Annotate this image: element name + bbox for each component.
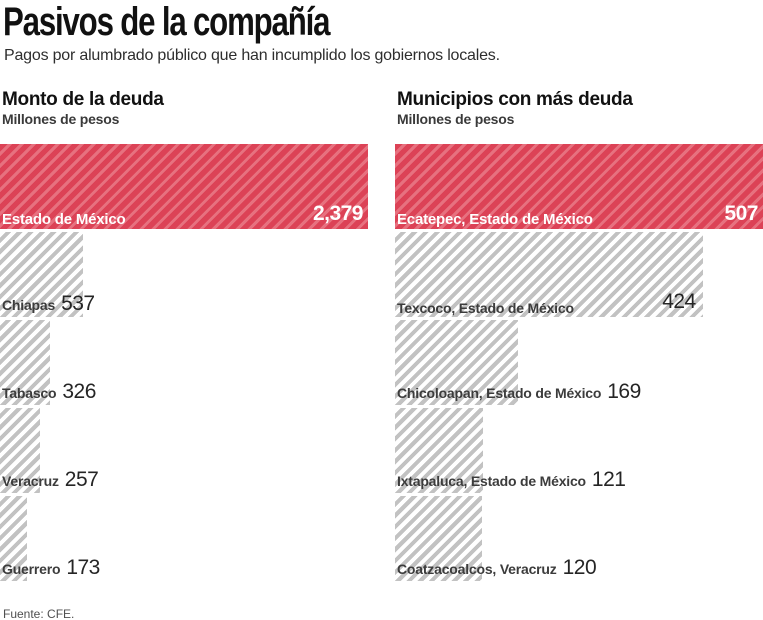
bar-value: 257: [64, 468, 99, 491]
bar-label: Chiapas 537: [2, 292, 95, 316]
bar-row: 424 Texcoco, Estado de México: [395, 232, 763, 320]
chart-monto-de-la-deuda: Monto de la deuda Millones de pesos 2,37…: [0, 89, 368, 584]
bar-label: Ecatepec, Estado de México: [397, 211, 593, 228]
bar-value: 120: [562, 556, 597, 579]
bar-label: Estado de México: [2, 211, 126, 228]
bar: [395, 320, 518, 405]
bar-row: Chicoloapan, Estado de México 169: [395, 320, 763, 408]
bar-rows: 2,379 Estado de México Chiapas 537 Tabasco 32…: [0, 144, 368, 584]
bar: [0, 320, 51, 405]
bar-label: Chicoloapan, Estado de México 169: [397, 380, 641, 404]
bar-value: 326: [62, 380, 96, 403]
charts-container: Monto de la deuda Millones de pesos 2,37…: [0, 89, 763, 584]
bar: [0, 232, 84, 317]
bar: 424: [395, 232, 703, 317]
bar-row: 2,379 Estado de México: [0, 144, 368, 232]
bar-row: Ixtapaluca, Estado de México 121: [395, 408, 763, 496]
bar-value: 2,379: [312, 202, 364, 225]
bar-row: Tabasco 326: [0, 320, 368, 408]
bar: [0, 408, 40, 493]
bar-rows: 507 Ecatepec, Estado de México 424 Texcoco,…: [395, 144, 763, 584]
bar-category-label: Ixtapaluca, Estado de México: [397, 473, 586, 489]
bar-label: Veracruz 257: [2, 468, 99, 492]
chart-units-label: Millones de pesos: [397, 111, 515, 127]
page-title: Pasivos de la compañía: [3, 0, 330, 44]
chart-title: Municipios con más deuda: [397, 89, 633, 110]
chart-units-label: Millones de pesos: [2, 111, 120, 127]
page-subtitle: Pagos por alumbrado público que han incu…: [4, 47, 500, 64]
bar-category-label: Texcoco, Estado de México: [397, 300, 574, 316]
bar-category-label: Tabasco: [2, 385, 57, 401]
bar-value: 173: [66, 556, 100, 579]
bar-label: Texcoco, Estado de México: [397, 300, 574, 316]
bar-row: Coatzacoalcos, Veracruz 120: [395, 496, 763, 584]
bar: 2,379: [0, 144, 368, 229]
bar-value: 169: [607, 380, 641, 403]
bar-category-label: Chiapas: [2, 297, 56, 313]
bar-value: 537: [61, 292, 95, 315]
bar: [395, 496, 483, 581]
bar-category-label: Chicoloapan, Estado de México: [397, 385, 602, 401]
bar-label: Ixtapaluca, Estado de México 121: [397, 468, 626, 492]
bar-category-label: Coatzacoalcos, Veracruz: [397, 561, 557, 577]
bar: 507: [395, 144, 763, 229]
bar-category-label: Ecatepec, Estado de México: [397, 211, 593, 228]
bar-label: Guerrero 173: [2, 556, 100, 580]
bar-label: Tabasco 326: [2, 380, 96, 404]
bar-category-label: Guerrero: [2, 561, 61, 577]
bar-value: 121: [591, 468, 626, 491]
chart-municipios-con-mas-deuda: Municipios con más deuda Millones de pes…: [395, 89, 763, 584]
bar-category-label: Veracruz: [2, 473, 59, 489]
bar-label: Coatzacoalcos, Veracruz 120: [397, 556, 597, 580]
bar-row: 507 Ecatepec, Estado de México: [395, 144, 763, 232]
bar-value: 424: [662, 290, 696, 313]
source-note: Fuente: CFE.: [3, 607, 75, 620]
chart-title: Monto de la deuda: [2, 89, 164, 110]
bar-value: 507: [724, 202, 758, 225]
bar: [395, 408, 483, 493]
bar-row: Veracruz 257: [0, 408, 368, 496]
bar-row: Guerrero 173: [0, 496, 368, 584]
bar-category-label: Estado de México: [2, 211, 126, 228]
bar-row: Chiapas 537: [0, 232, 368, 320]
bar: [0, 496, 27, 581]
